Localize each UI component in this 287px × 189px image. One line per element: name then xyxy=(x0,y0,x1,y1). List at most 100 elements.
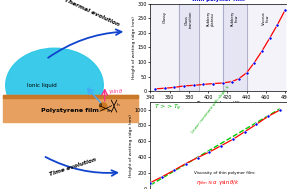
Ellipse shape xyxy=(123,131,130,147)
Ellipse shape xyxy=(22,124,32,150)
Text: Rubbery
flow: Rubbery flow xyxy=(230,11,239,26)
Bar xyxy=(150,4,179,91)
Point xyxy=(191,84,196,87)
Text: Thermal evolution: Thermal evolution xyxy=(63,0,120,27)
Ellipse shape xyxy=(132,141,136,145)
Ellipse shape xyxy=(34,134,41,144)
Ellipse shape xyxy=(24,130,31,148)
Ellipse shape xyxy=(26,138,30,147)
Bar xyxy=(247,4,285,91)
Ellipse shape xyxy=(52,125,62,149)
Ellipse shape xyxy=(106,138,110,147)
Ellipse shape xyxy=(82,129,92,145)
Point xyxy=(211,82,215,85)
Ellipse shape xyxy=(114,128,121,150)
Ellipse shape xyxy=(92,129,102,145)
Bar xyxy=(199,4,222,91)
Point xyxy=(195,156,200,159)
Point xyxy=(148,181,153,184)
Ellipse shape xyxy=(94,134,101,144)
Point xyxy=(153,87,158,90)
Ellipse shape xyxy=(102,125,113,150)
Bar xyxy=(3,94,138,98)
Ellipse shape xyxy=(86,141,90,145)
Ellipse shape xyxy=(16,137,20,148)
Ellipse shape xyxy=(54,131,61,147)
Ellipse shape xyxy=(66,137,70,148)
Bar xyxy=(0,108,144,189)
Ellipse shape xyxy=(13,128,21,150)
Point xyxy=(283,9,287,12)
Ellipse shape xyxy=(6,139,10,146)
Ellipse shape xyxy=(46,141,50,145)
Point xyxy=(219,144,223,147)
Ellipse shape xyxy=(64,128,71,150)
Ellipse shape xyxy=(130,135,137,143)
Text: $\eta_{film} \approx \alpha\ \gamma\sin\theta/k$: $\eta_{film} \approx \alpha\ \gamma\sin\… xyxy=(196,178,240,187)
Point xyxy=(207,151,212,154)
Ellipse shape xyxy=(42,129,52,145)
Ellipse shape xyxy=(96,140,100,145)
Text: Ionic liquid: Ionic liquid xyxy=(27,83,57,88)
Point xyxy=(220,81,225,84)
Ellipse shape xyxy=(32,129,42,146)
Point xyxy=(278,108,282,112)
Ellipse shape xyxy=(113,122,123,152)
Point xyxy=(230,80,234,83)
Ellipse shape xyxy=(100,103,107,110)
X-axis label: Temperature (K): Temperature (K) xyxy=(197,101,240,106)
Point xyxy=(172,86,177,89)
Bar xyxy=(179,4,199,91)
Ellipse shape xyxy=(84,135,91,143)
Point xyxy=(267,37,272,40)
Point xyxy=(260,50,264,53)
Ellipse shape xyxy=(104,130,111,148)
Point xyxy=(162,87,167,90)
Point xyxy=(254,123,259,126)
Point xyxy=(160,175,164,178)
Point xyxy=(172,169,176,172)
Text: Viscous
flow: Viscous flow xyxy=(261,11,270,25)
Ellipse shape xyxy=(128,129,138,145)
Point xyxy=(275,23,280,26)
Text: Polystyrene film: Polystyrene film xyxy=(41,108,99,113)
Point xyxy=(244,71,249,74)
Bar xyxy=(3,94,138,122)
Bar xyxy=(0,157,144,189)
Point xyxy=(182,84,186,88)
Title: Five-region behavior of viscoelasticity of
thin polymer film: Five-region behavior of viscoelasticity … xyxy=(156,0,281,2)
Ellipse shape xyxy=(56,139,60,147)
Y-axis label: Height of wetting ridge (nm): Height of wetting ridge (nm) xyxy=(132,16,136,79)
Ellipse shape xyxy=(76,138,80,147)
Point xyxy=(252,61,257,64)
Bar xyxy=(222,4,247,91)
Ellipse shape xyxy=(2,126,12,148)
Ellipse shape xyxy=(74,130,81,148)
Point xyxy=(201,83,205,86)
Text: Viscosity of thin polymer film:: Viscosity of thin polymer film: xyxy=(194,170,255,174)
Point xyxy=(242,130,247,133)
Text: Glassy: Glassy xyxy=(163,11,167,23)
Ellipse shape xyxy=(121,126,131,149)
Ellipse shape xyxy=(6,48,103,122)
Text: $\gamma$: $\gamma$ xyxy=(86,85,92,93)
Text: $\gamma\mathsf{sin}\theta$: $\gamma\mathsf{sin}\theta$ xyxy=(108,87,123,96)
Ellipse shape xyxy=(125,139,129,147)
Point xyxy=(266,115,270,118)
Point xyxy=(183,162,188,165)
Ellipse shape xyxy=(36,140,40,145)
Text: Linear increment with slope: k: Linear increment with slope: k xyxy=(191,84,230,134)
Ellipse shape xyxy=(72,125,82,149)
Text: $T >> T_g$: $T >> T_g$ xyxy=(154,102,182,113)
Text: Glass
transition: Glass transition xyxy=(185,11,193,28)
Ellipse shape xyxy=(3,132,11,146)
Text: Time evolution: Time evolution xyxy=(49,157,97,177)
Ellipse shape xyxy=(117,137,120,148)
Ellipse shape xyxy=(12,122,22,152)
Point xyxy=(236,77,241,80)
Text: h: h xyxy=(116,103,119,107)
Text: $\theta$: $\theta$ xyxy=(98,101,103,108)
Ellipse shape xyxy=(44,135,51,143)
Text: w: w xyxy=(106,108,110,113)
Y-axis label: Height of wetting ridge (nm): Height of wetting ridge (nm) xyxy=(129,114,133,177)
